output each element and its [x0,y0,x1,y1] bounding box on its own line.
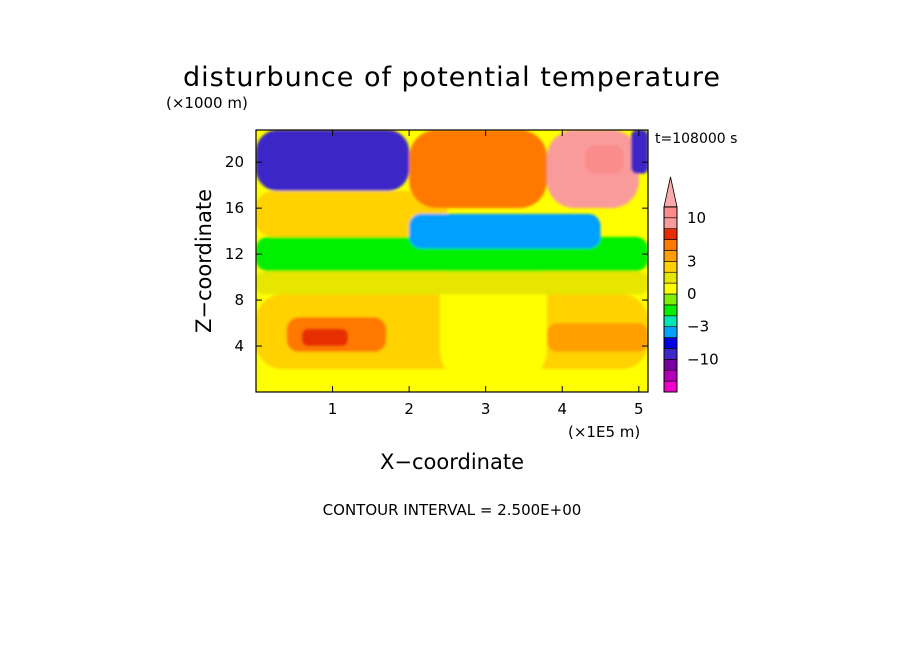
x-tick-label: 2 [404,400,414,418]
colorbar-box [663,326,678,338]
plot-frame [255,129,649,393]
field-region [301,328,348,347]
colorbar-tick-label: 10 [687,209,706,227]
contour-interval-label: CONTOUR INTERVAL = 2.500E+00 [323,501,582,519]
colorbar-box [663,217,678,229]
colorbar-box [663,293,678,306]
chart-title: disturbunce of potential temperature [183,62,721,93]
colorbar-box [663,315,678,327]
colorbar-box [663,282,678,295]
field-region [256,369,648,392]
y-tick-label: 8 [234,291,244,309]
colorbar: 10 3 0 −3 −10 [663,176,719,393]
contour-field [256,130,648,392]
field-region [256,130,410,191]
colorbar-box [663,304,678,317]
colorbar-frame [663,206,678,393]
colorbar-box [663,369,678,382]
y-axis-unit: (×1000 m) [166,94,248,112]
x-tick-label: 4 [557,400,567,418]
x-axis-label: X−coordinate [380,450,524,474]
colorbar-box [663,271,678,284]
x-tick-label: 1 [328,400,338,418]
colorbar-tick-label: −3 [687,318,709,336]
colorbar-box [663,261,678,273]
field-region [631,130,648,174]
field-region [256,190,448,237]
colorbar-extension [663,176,678,208]
field-region [546,323,648,352]
y-axis-label: Z−coordinate [192,189,216,333]
colorbar-box [663,337,678,349]
y-axis: 4 8 12 16 20 [225,153,648,355]
colorbar-tick-label: 3 [687,252,697,270]
colorbar-box [663,228,678,240]
colorbar-box [663,359,678,371]
field-region [585,144,624,174]
x-axis-unit: (×1E5 m) [568,423,640,441]
x-axis: 1 2 3 4 5 [328,130,644,418]
colorbar-box [663,239,678,251]
colorbar-box [663,250,678,262]
colorbar-box [663,380,678,393]
colorbar-box [663,206,678,219]
y-tick-label: 16 [225,199,244,217]
y-tick-label: 12 [225,245,244,263]
y-tick-label: 20 [225,153,244,171]
time-label: t=108000 s [655,131,737,147]
field-region [409,130,547,209]
colorbar-tick-label: 0 [687,285,697,303]
x-tick-label: 3 [481,400,491,418]
y-tick-label: 4 [234,337,244,355]
field-region [409,213,601,249]
field-region [256,271,648,295]
colorbar-box [663,348,678,360]
x-tick-label: 5 [634,400,644,418]
colorbar-tick-label: −10 [687,350,719,368]
